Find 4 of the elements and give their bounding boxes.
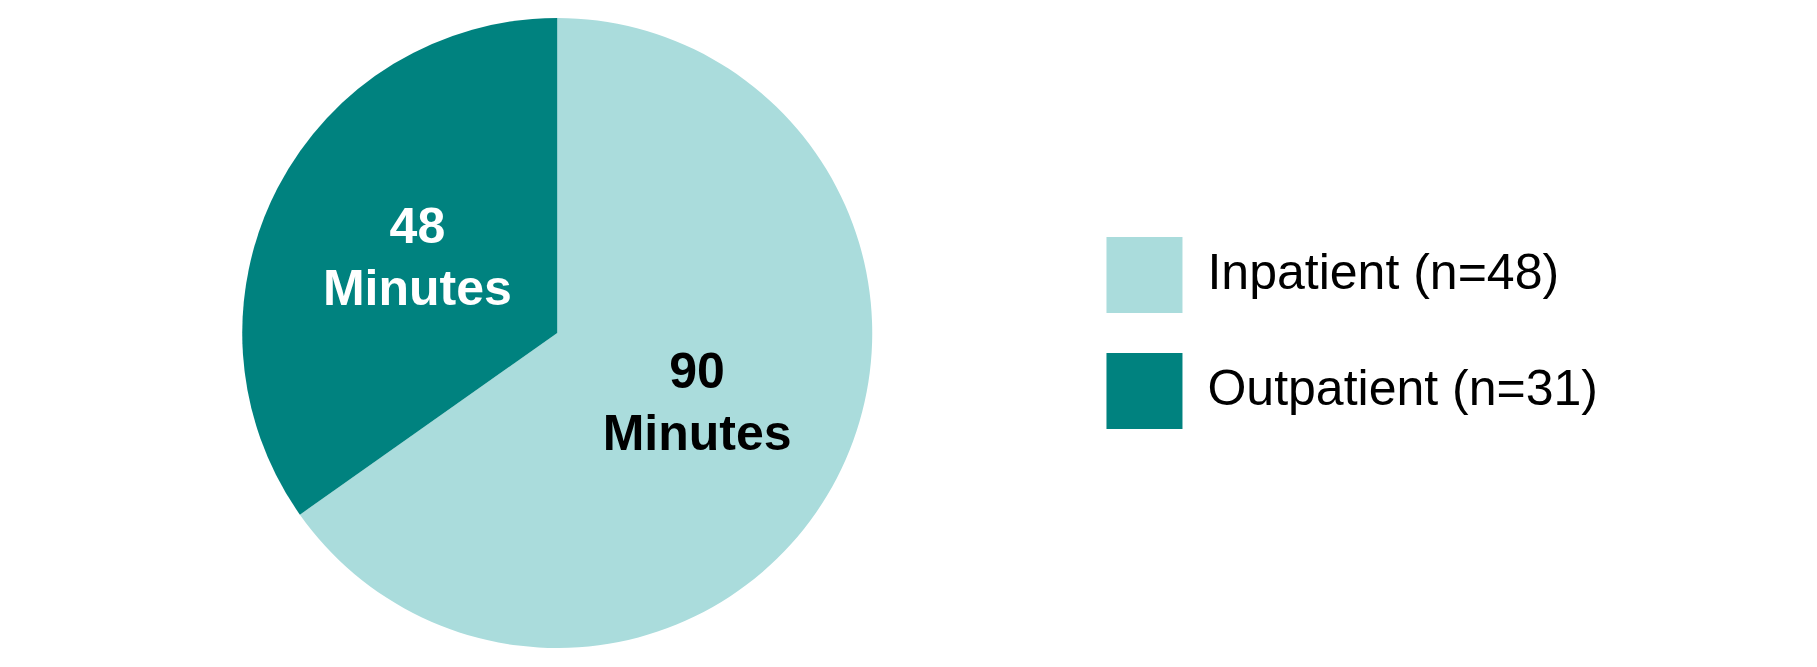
legend-label: Outpatient (n=31)	[1207, 359, 1598, 416]
data-label: 90 Minutes	[602, 343, 792, 462]
data-label: 48 Minutes	[322, 198, 512, 317]
legend-label: Inpatient (n=48)	[1207, 243, 1560, 300]
